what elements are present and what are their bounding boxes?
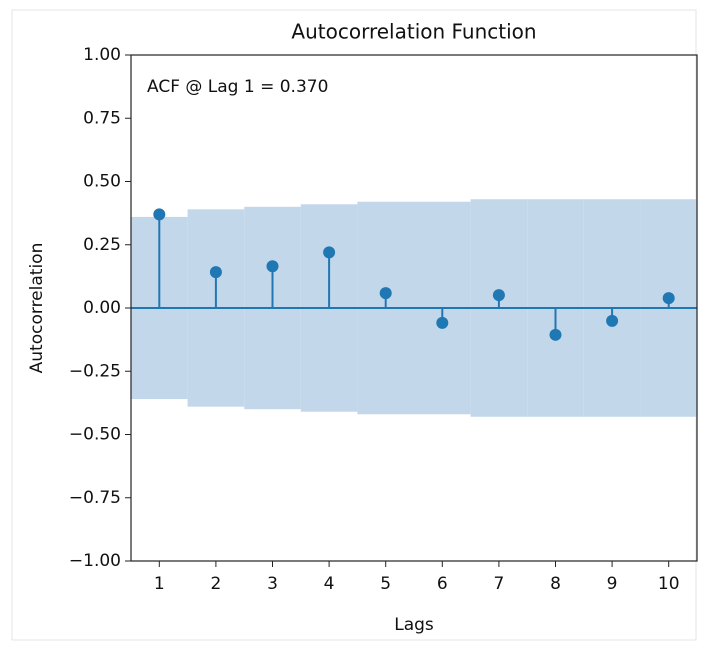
stem-marker bbox=[549, 328, 562, 341]
x-tick-label: 10 bbox=[658, 574, 680, 594]
y-tick-label: 0.75 bbox=[83, 108, 121, 128]
y-tick-label: −0.75 bbox=[69, 488, 121, 508]
stem-marker bbox=[606, 314, 619, 327]
x-tick-label: 4 bbox=[324, 574, 335, 594]
y-tick-label: 0.25 bbox=[83, 235, 121, 255]
x-tick-label: 3 bbox=[267, 574, 278, 594]
chart-title: Autocorrelation Function bbox=[291, 20, 536, 44]
stem-marker bbox=[662, 292, 675, 305]
y-axis-label: Autocorrelation bbox=[27, 243, 47, 374]
stem-marker bbox=[153, 208, 166, 221]
y-tick-label: −1.00 bbox=[69, 551, 121, 571]
plot-frame bbox=[130, 54, 698, 562]
annotation: ACF @ Lag 1 = 0.370 bbox=[147, 77, 328, 97]
x-tick-label: 2 bbox=[210, 574, 221, 594]
x-tick-label: 1 bbox=[154, 574, 165, 594]
stem-marker bbox=[266, 260, 279, 273]
y-tick-label: 0.50 bbox=[83, 172, 121, 192]
y-tick-label: −0.50 bbox=[69, 425, 121, 445]
x-tick-label: 6 bbox=[437, 574, 448, 594]
y-tick-label: 1.00 bbox=[83, 45, 121, 65]
x-tick-label: 7 bbox=[493, 574, 504, 594]
stem-marker bbox=[209, 266, 222, 279]
x-tick-label: 8 bbox=[550, 574, 561, 594]
stem-marker bbox=[379, 287, 392, 300]
y-tick-label: −0.25 bbox=[69, 361, 121, 381]
y-tick-label: 0.00 bbox=[83, 298, 121, 318]
stem-marker bbox=[323, 246, 336, 259]
stem-marker bbox=[492, 289, 505, 302]
x-tick-label: 9 bbox=[607, 574, 618, 594]
stem-marker bbox=[436, 316, 449, 329]
x-axis-label: Lags bbox=[394, 615, 434, 635]
x-tick-label: 5 bbox=[380, 574, 391, 594]
